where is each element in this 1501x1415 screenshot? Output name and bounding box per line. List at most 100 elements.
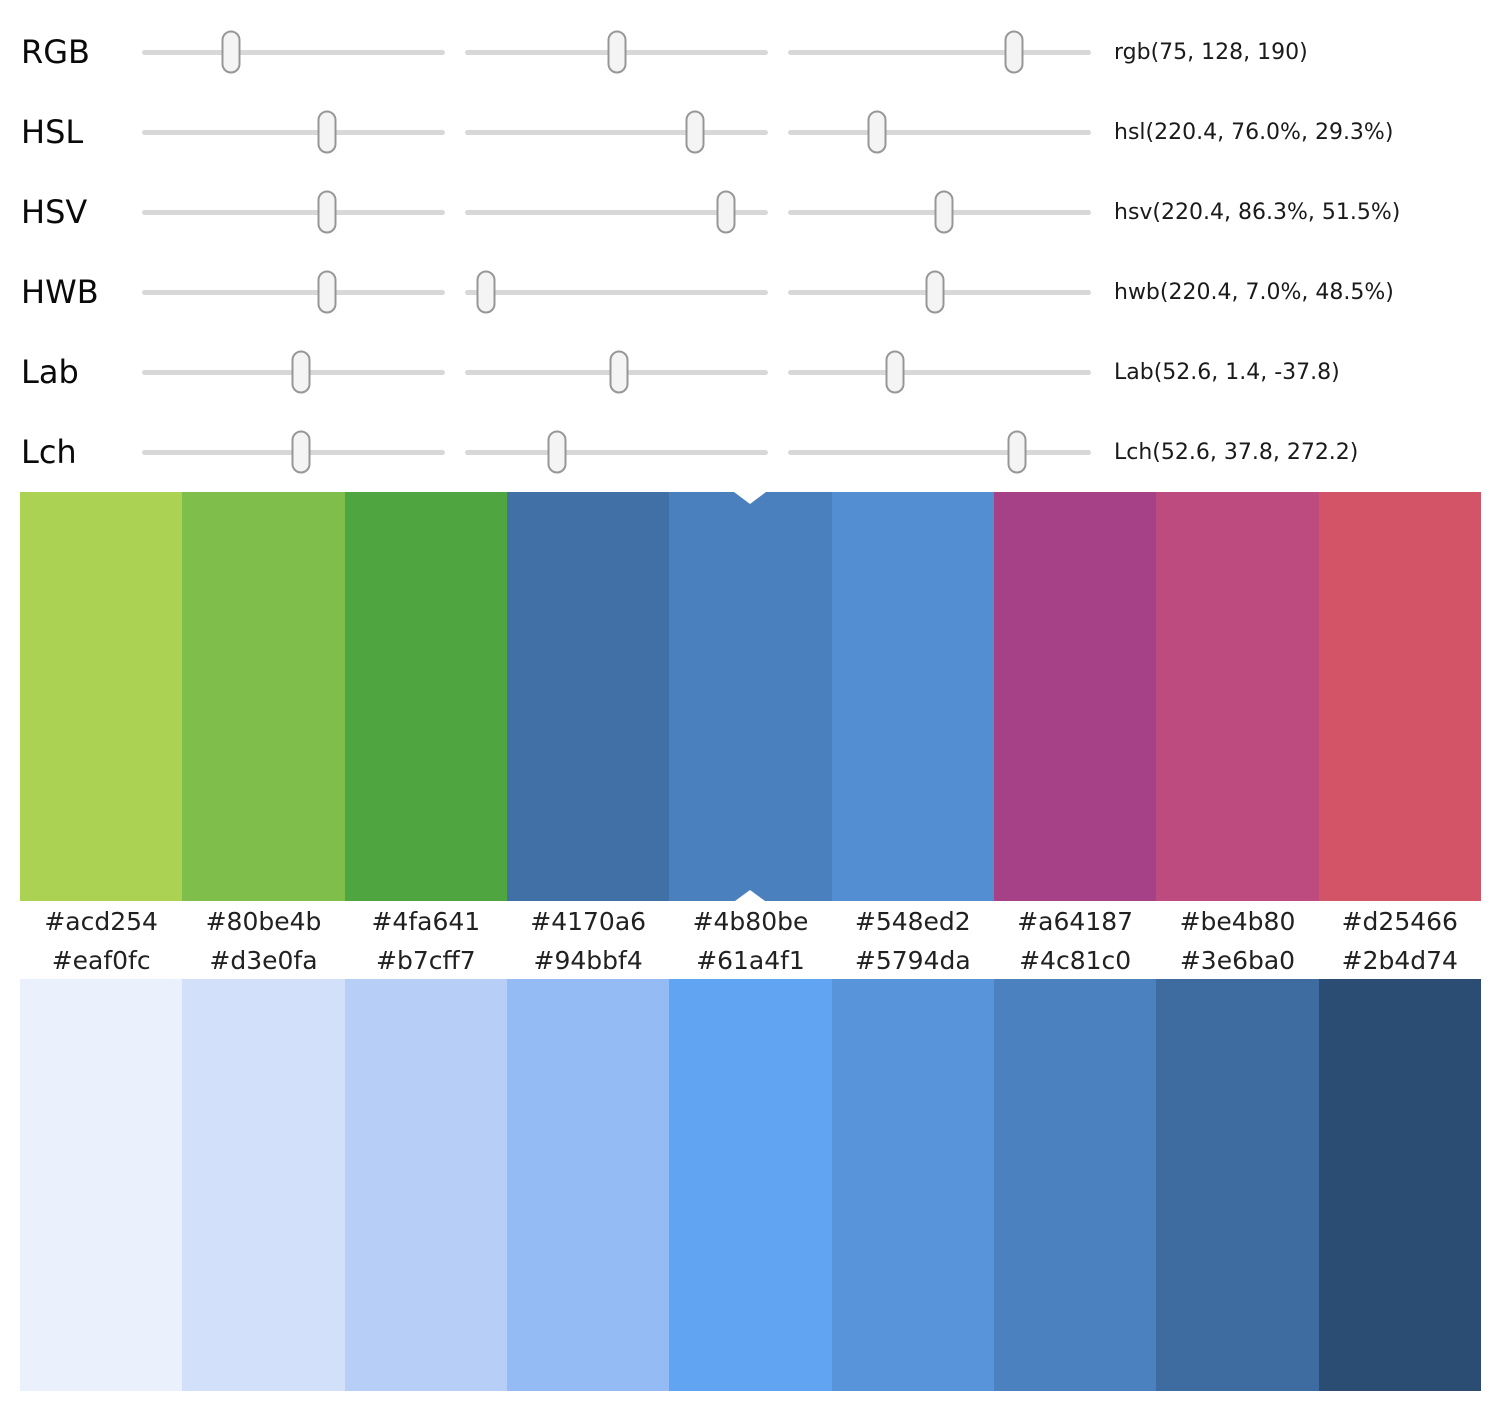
slider-handle[interactable]: [1007, 430, 1027, 474]
slider-track-group: [142, 190, 1091, 234]
slider-row-lab: Lab Lab(52.6, 1.4, -37.8): [0, 332, 1501, 412]
slider-handle[interactable]: [476, 270, 496, 314]
slider-value: rgb(75, 128, 190): [1114, 39, 1308, 65]
slider-track-group: [142, 270, 1091, 314]
palette-swatch[interactable]: [1318, 492, 1481, 901]
hex-label: #be4b80: [1179, 907, 1296, 936]
slider-track[interactable]: [788, 110, 1091, 154]
selection-notch-bottom-icon: [735, 890, 766, 901]
slider-value: Lch(52.6, 37.8, 272.2): [1114, 439, 1359, 465]
palette-swatch[interactable]: [344, 492, 507, 901]
slider-handle[interactable]: [317, 190, 337, 234]
slider-value: Lab(52.6, 1.4, -37.8): [1114, 359, 1340, 385]
slider-track[interactable]: [788, 350, 1091, 394]
slider-row-hwb: HWB hwb(220.4, 7.0%, 48.5%): [0, 252, 1501, 332]
slider-track[interactable]: [788, 430, 1091, 474]
slider-track[interactable]: [788, 30, 1091, 74]
hex-label: #94bbf4: [533, 946, 643, 975]
top-palette: [20, 492, 1481, 901]
palette-swatch[interactable]: [831, 979, 994, 1391]
palette-swatch[interactable]: [1318, 979, 1481, 1391]
slider-handle[interactable]: [291, 350, 311, 394]
slider-row-label: Lch: [21, 433, 77, 471]
slider-track[interactable]: [788, 270, 1091, 314]
hex-label: #4c81c0: [1019, 946, 1132, 975]
slider-handle[interactable]: [1004, 30, 1024, 74]
slider-handle[interactable]: [291, 430, 311, 474]
slider-track[interactable]: [142, 110, 445, 154]
palette-swatch[interactable]: [182, 492, 345, 901]
slider-track-group: [142, 30, 1091, 74]
slider-handle[interactable]: [607, 30, 627, 74]
palette-swatch[interactable]: [993, 979, 1157, 1391]
hex-label: #548ed2: [854, 907, 971, 936]
palette-swatch[interactable]: [1156, 492, 1319, 901]
hex-label: #3e6ba0: [1179, 946, 1296, 975]
slider-handle[interactable]: [317, 270, 337, 314]
hex-label: #b7cff7: [376, 946, 476, 975]
slider-track[interactable]: [465, 350, 768, 394]
palette-swatch[interactable]: [993, 492, 1157, 901]
palette-swatch[interactable]: [506, 979, 670, 1391]
slider-track[interactable]: [142, 270, 445, 314]
bottom-palette: [20, 979, 1481, 1391]
slider-track[interactable]: [142, 430, 445, 474]
slider-row-lch: Lch Lch(52.6, 37.8, 272.2): [0, 412, 1501, 492]
slider-handle[interactable]: [609, 350, 629, 394]
hex-label: #4170a6: [530, 907, 647, 936]
slider-track[interactable]: [465, 270, 768, 314]
slider-row-rgb: RGB rgb(75, 128, 190): [0, 12, 1501, 92]
slider-handle[interactable]: [716, 190, 736, 234]
slider-track-group: [142, 110, 1091, 154]
palette-swatch[interactable]: [831, 492, 994, 901]
slider-row-label: HSL: [21, 113, 84, 151]
slider-row-label: HSV: [21, 193, 88, 231]
hex-label: #5794da: [854, 946, 971, 975]
palette-swatch[interactable]: [20, 979, 183, 1391]
hex-label: #61a4f1: [696, 946, 805, 975]
slider-track[interactable]: [465, 110, 768, 154]
slider-value: hwb(220.4, 7.0%, 48.5%): [1114, 279, 1394, 305]
hex-label: #2b4d74: [1341, 946, 1458, 975]
slider-track[interactable]: [788, 190, 1091, 234]
top-palette-hex-labels: #acd254 #80be4b #4fa641 #4170a6 #4b80be …: [20, 901, 1481, 942]
slider-row-hsl: HSL hsl(220.4, 76.0%, 29.3%): [0, 92, 1501, 172]
slider-track[interactable]: [142, 350, 445, 394]
hex-label: #a64187: [1017, 907, 1134, 936]
palette-swatch-selected[interactable]: [669, 492, 832, 901]
hex-label: #d3e0fa: [209, 946, 318, 975]
slider-handle[interactable]: [317, 110, 337, 154]
hex-label: #acd254: [44, 907, 158, 936]
slider-handle[interactable]: [925, 270, 945, 314]
slider-row-hsv: HSV hsv(220.4, 86.3%, 51.5%): [0, 172, 1501, 252]
palette-swatch[interactable]: [344, 979, 507, 1391]
slider-handle[interactable]: [867, 110, 887, 154]
palette-swatch[interactable]: [506, 492, 670, 901]
slider-track[interactable]: [465, 30, 768, 74]
hex-label: #eaf0fc: [51, 946, 151, 975]
slider-handle[interactable]: [934, 190, 954, 234]
slider-panel: RGB rgb(75, 128, 190) HSL hsl(220.4, 76.…: [0, 0, 1501, 492]
slider-track[interactable]: [465, 430, 768, 474]
slider-track[interactable]: [465, 190, 768, 234]
palette-swatch[interactable]: [1156, 979, 1319, 1391]
hex-label: #4b80be: [692, 907, 809, 936]
slider-handle[interactable]: [885, 350, 905, 394]
slider-value: hsl(220.4, 76.0%, 29.3%): [1114, 119, 1394, 145]
slider-track[interactable]: [142, 190, 445, 234]
selection-notch-top-icon: [734, 492, 767, 504]
slider-row-label: HWB: [21, 273, 99, 311]
palette-swatch[interactable]: [669, 979, 832, 1391]
palette-swatch[interactable]: [20, 492, 183, 901]
slider-value: hsv(220.4, 86.3%, 51.5%): [1114, 199, 1401, 225]
slider-track[interactable]: [142, 30, 445, 74]
hex-label: #4fa641: [371, 907, 481, 936]
slider-handle[interactable]: [547, 430, 566, 474]
slider-handle[interactable]: [685, 110, 705, 154]
palette-swatch[interactable]: [182, 979, 345, 1391]
bottom-palette-hex-labels: #eaf0fc #d3e0fa #b7cff7 #94bbf4 #61a4f1 …: [20, 942, 1481, 979]
slider-track-group: [142, 430, 1091, 474]
slider-handle[interactable]: [221, 30, 241, 74]
slider-row-label: Lab: [21, 353, 79, 391]
